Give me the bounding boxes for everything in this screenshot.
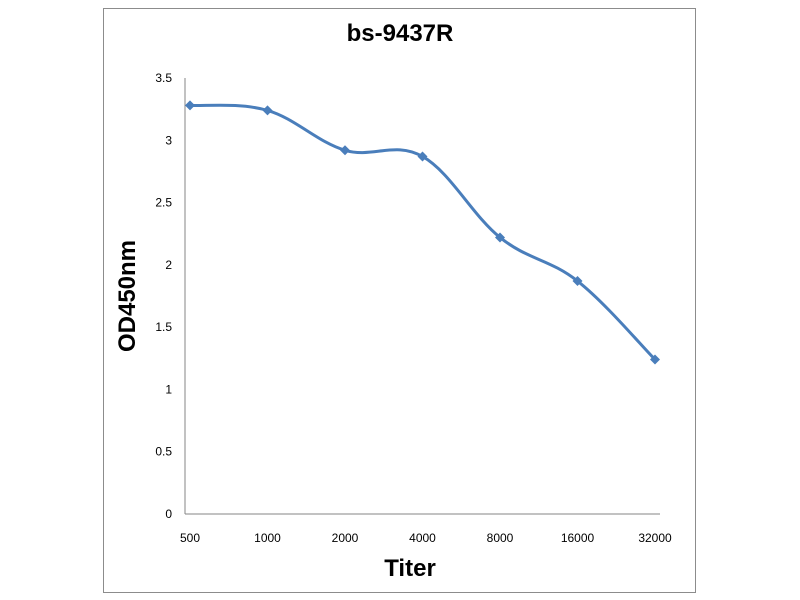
y-tick-label: 1 bbox=[165, 382, 172, 396]
y-tick-label: 3.5 bbox=[155, 71, 172, 85]
y-tick-group: 0 0.5 1 1.5 2 2.5 3 3.5 bbox=[155, 71, 172, 521]
y-tick-label: 3 bbox=[165, 133, 172, 147]
data-point-marker bbox=[572, 276, 583, 287]
y-tick-label: 2.5 bbox=[155, 196, 172, 210]
x-tick-label: 32000 bbox=[638, 531, 672, 545]
x-tick-label: 16000 bbox=[561, 531, 595, 545]
data-point-marker bbox=[650, 354, 660, 365]
x-tick-label: 2000 bbox=[332, 531, 359, 545]
data-point-marker bbox=[185, 100, 195, 111]
chart-title: bs-9437R bbox=[347, 20, 454, 47]
y-tick-label: 0 bbox=[165, 507, 172, 521]
marker-group bbox=[185, 100, 660, 365]
data-point-marker bbox=[262, 105, 273, 116]
x-tick-label: 1000 bbox=[254, 531, 281, 545]
x-axis-title: Titer bbox=[384, 555, 436, 582]
y-tick-label: 2 bbox=[165, 258, 172, 272]
x-tick-label: 500 bbox=[180, 531, 200, 545]
y-tick-label: 0.5 bbox=[155, 445, 172, 459]
y-axis-title: OD450nm bbox=[114, 240, 141, 352]
data-point-marker bbox=[417, 151, 428, 162]
data-point-marker bbox=[340, 145, 350, 156]
data-point-marker bbox=[495, 232, 505, 243]
x-tick-group: 500 1000 2000 4000 8000 16000 32000 bbox=[180, 531, 672, 545]
y-tick-label: 1.5 bbox=[155, 320, 172, 334]
x-tick-label: 8000 bbox=[487, 531, 514, 545]
series-line bbox=[188, 103, 657, 362]
x-tick-label: 4000 bbox=[409, 531, 436, 545]
